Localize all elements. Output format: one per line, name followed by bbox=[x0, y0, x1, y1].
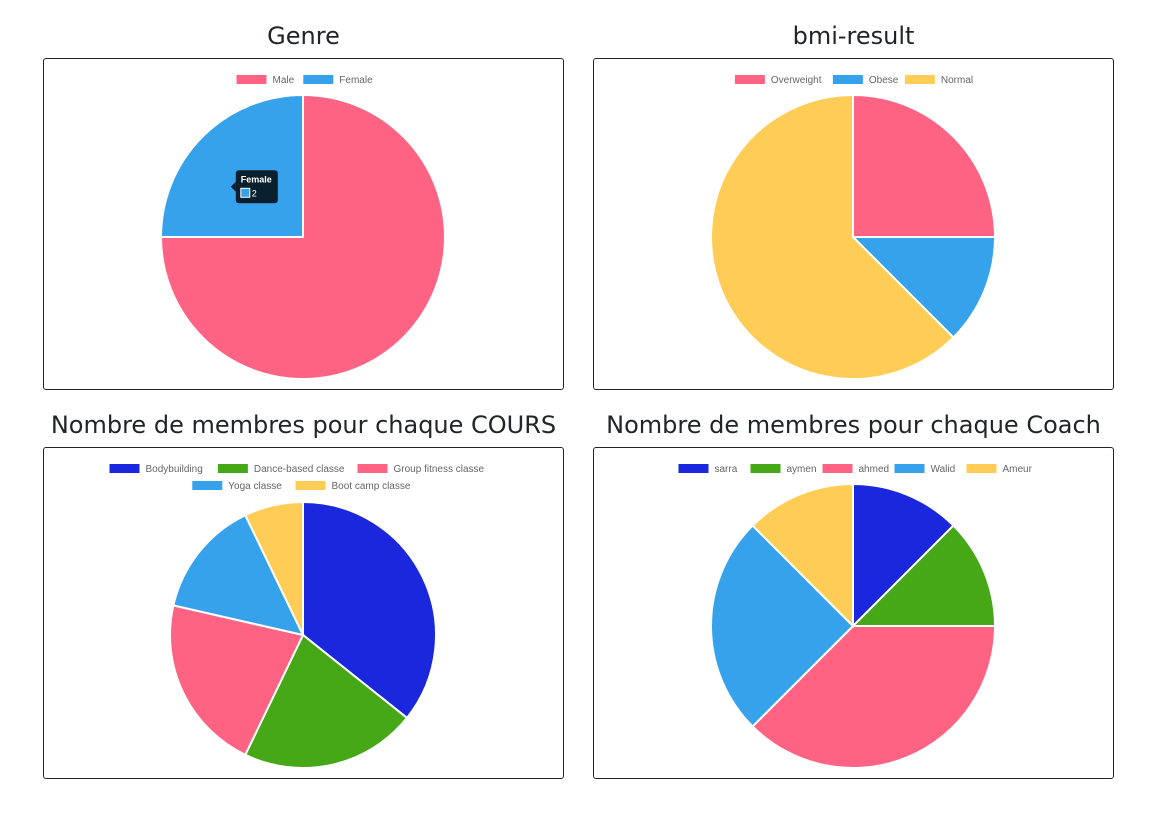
legend-item-ahmed[interactable]: ahmed bbox=[822, 464, 890, 475]
pie-chart-bmi: Overweight Obese Normal bbox=[710, 75, 997, 380]
pie-slices bbox=[159, 93, 446, 380]
chart-title-coach: Nombre de membres pour chaque Coach bbox=[606, 411, 1101, 439]
legend-swatch bbox=[236, 75, 267, 84]
legend-label: Boot camp classe bbox=[332, 481, 411, 492]
pie-slice-dance-based-classe[interactable] bbox=[243, 633, 409, 769]
legend-item-sarra[interactable]: sarra bbox=[678, 464, 738, 475]
legend-label: Normal bbox=[941, 75, 973, 86]
legend-swatch bbox=[192, 481, 223, 490]
legend-label: Ameur bbox=[1003, 464, 1033, 475]
legend-label: ahmed bbox=[859, 464, 890, 475]
legend-swatch bbox=[966, 464, 997, 473]
pie-slice-yoga-classe[interactable] bbox=[172, 513, 305, 637]
legend-swatch bbox=[734, 75, 765, 84]
legend-label: Obese bbox=[869, 75, 899, 86]
legend: Overweight Obese Normal bbox=[734, 75, 973, 86]
legend-item-normal[interactable]: Normal bbox=[904, 75, 973, 86]
legend-item-obese[interactable]: Obese bbox=[832, 75, 899, 86]
legend-item-bodybuilding[interactable]: Bodybuilding bbox=[109, 464, 203, 475]
legend-swatch bbox=[217, 464, 248, 473]
legend-swatch bbox=[904, 75, 935, 84]
legend-label: Walid bbox=[931, 464, 956, 475]
legend-swatch bbox=[822, 464, 853, 473]
legend-item-ameur[interactable]: Ameur bbox=[966, 464, 1033, 475]
pie-slices bbox=[710, 482, 997, 769]
pie-slice-aymen[interactable] bbox=[850, 524, 997, 627]
legend-item-dance-based-classe[interactable]: Dance-based classe bbox=[217, 464, 345, 475]
pie-chart-cours: Bodybuilding Dance-based classe Group fitn… bbox=[109, 464, 485, 769]
chart-card-cours: Bodybuilding Dance-based classe Group fitn… bbox=[43, 447, 564, 779]
legend-label: Group fitness classe bbox=[394, 464, 485, 475]
chart-title-bmi: bmi-result bbox=[792, 22, 915, 50]
legend-label: Overweight bbox=[771, 75, 822, 86]
legend-swatch bbox=[109, 464, 140, 473]
pie-slice-obese[interactable] bbox=[850, 236, 997, 339]
legend-item-yoga-classe[interactable]: Yoga classe bbox=[192, 481, 282, 492]
chart-title-cours: Nombre de membres pour chaque COURS bbox=[50, 411, 557, 439]
chart-card-genre: Male Female Female 2 bbox=[43, 58, 564, 390]
chart-card-bmi: Overweight Obese Normal bbox=[593, 58, 1114, 390]
legend-label: Bodybuilding bbox=[146, 464, 203, 475]
pie-slice-walid[interactable] bbox=[710, 524, 855, 728]
legend: Male Female bbox=[236, 75, 373, 86]
legend-swatch bbox=[678, 464, 709, 473]
pie-slice-male[interactable] bbox=[159, 93, 446, 380]
pie-slice-normal[interactable] bbox=[710, 93, 955, 380]
pie-chart-coach: sarra aymen ahmed Walid Ameur bbox=[678, 464, 1033, 769]
pie-chart-genre: Male Female Female 2 bbox=[159, 75, 446, 380]
legend-label: sarra bbox=[715, 464, 738, 475]
pie-slice-group-fitness-classe[interactable] bbox=[169, 604, 305, 757]
pie-slice-ameur[interactable] bbox=[751, 482, 854, 629]
legend-item-aymen[interactable]: aymen bbox=[750, 464, 817, 475]
tooltip: Female 2 bbox=[230, 170, 278, 204]
legend-swatch bbox=[750, 464, 781, 473]
chart-card-coach: sarra aymen ahmed Walid Ameur bbox=[593, 447, 1114, 779]
legend-label: aymen bbox=[787, 464, 817, 475]
pie-slice-sarra[interactable] bbox=[852, 482, 955, 629]
pie-slice-boot-camp-classe[interactable] bbox=[243, 500, 304, 636]
pie-slice-bodybuilding[interactable] bbox=[302, 500, 437, 720]
tooltip-title: Female bbox=[241, 174, 272, 184]
tooltip-caret bbox=[230, 181, 236, 192]
legend-item-boot-camp-classe[interactable]: Boot camp classe bbox=[295, 481, 411, 492]
legend-label: Dance-based classe bbox=[254, 464, 345, 475]
legend-item-male[interactable]: Male bbox=[236, 75, 295, 86]
tooltip-swatch bbox=[240, 187, 251, 198]
legend-swatch bbox=[357, 464, 388, 473]
legend-swatch bbox=[894, 464, 925, 473]
legend-swatch bbox=[303, 75, 334, 84]
legend-swatch bbox=[295, 481, 326, 490]
legend-item-group-fitness-classe[interactable]: Group fitness classe bbox=[357, 464, 485, 475]
tooltip-value: 2 bbox=[252, 188, 257, 198]
pie-slice-female[interactable] bbox=[159, 93, 304, 238]
legend-label: Male bbox=[273, 75, 295, 86]
chart-title-genre: Genre bbox=[267, 22, 340, 50]
legend-swatch bbox=[832, 75, 863, 84]
legend-item-walid[interactable]: Walid bbox=[894, 464, 956, 475]
legend-item-overweight[interactable]: Overweight bbox=[734, 75, 822, 86]
pie-slices bbox=[169, 500, 437, 769]
legend-item-female[interactable]: Female bbox=[303, 75, 373, 86]
legend: Bodybuilding Dance-based classe Group fitn… bbox=[109, 464, 485, 492]
pie-slice-ahmed[interactable] bbox=[751, 625, 997, 769]
pie-slices bbox=[710, 93, 997, 380]
legend: sarra aymen ahmed Walid Ameur bbox=[678, 464, 1033, 475]
legend-label: Yoga classe bbox=[228, 481, 282, 492]
pie-slice-overweight[interactable] bbox=[852, 93, 997, 238]
legend-label: Female bbox=[339, 75, 373, 86]
